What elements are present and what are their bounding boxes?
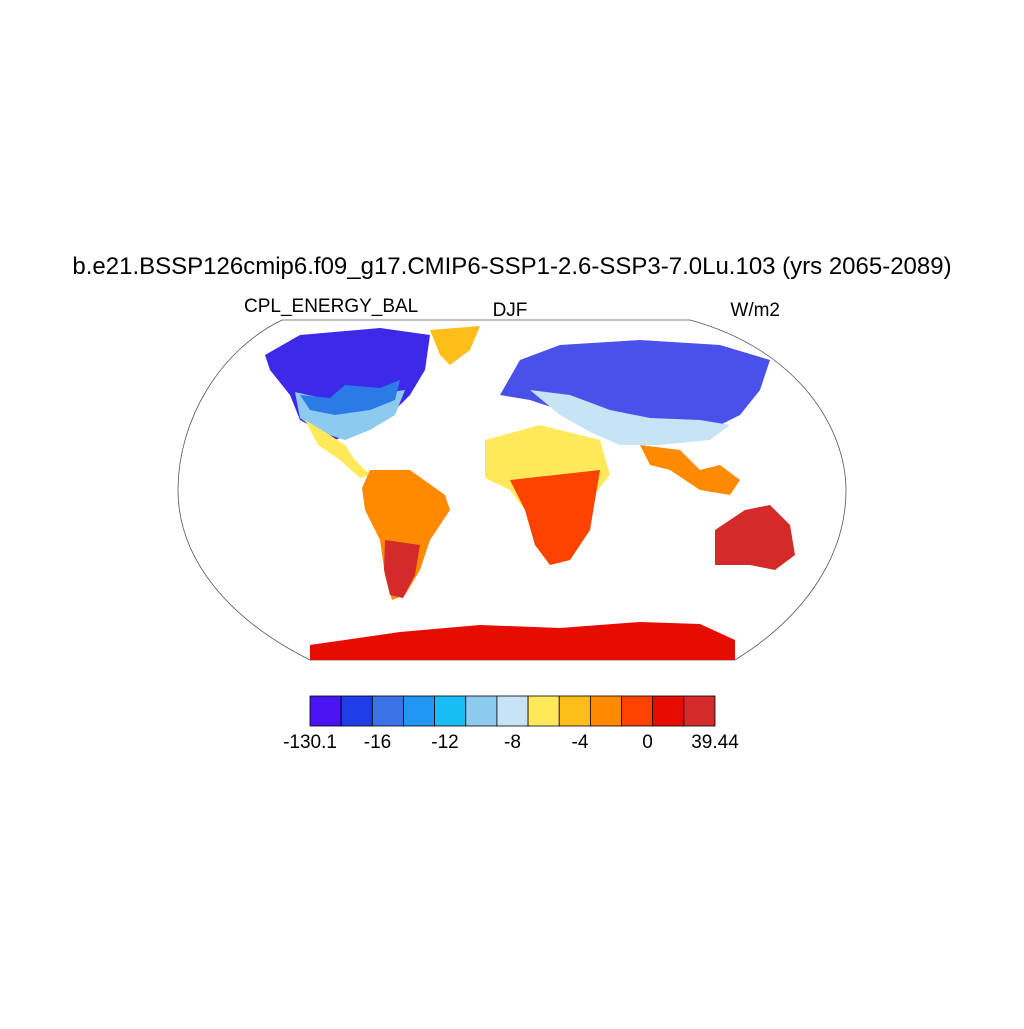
right-string: W/m2	[730, 300, 780, 321]
colorbar-label: -4	[572, 732, 589, 753]
colorbar-label: -8	[504, 732, 521, 753]
colorbar-box	[309, 695, 342, 727]
colorbar-label: -130.1	[283, 732, 337, 753]
colorbar-box	[683, 695, 716, 727]
title: b.e21.BSSP126cmip6.f09_g17.CMIP6-SSP1-2.…	[72, 253, 951, 280]
colorbar-box	[340, 695, 373, 727]
colorbar: -130.1 -16 -12 -8 -4 0 39.44	[283, 695, 739, 753]
colorbar-box	[434, 695, 467, 727]
land	[530, 390, 730, 445]
colorbar-box	[496, 695, 529, 727]
land	[430, 326, 480, 365]
land	[300, 380, 400, 415]
colorbar-box	[371, 695, 404, 727]
land	[310, 622, 735, 660]
colorbar-box	[558, 695, 591, 727]
colorbar-box	[403, 695, 436, 727]
land	[362, 470, 450, 600]
colorbar-box	[652, 695, 685, 727]
colorbar-label: -16	[364, 732, 391, 753]
land	[640, 445, 740, 495]
colorbar-box	[465, 695, 498, 727]
center-string: DJF	[493, 300, 528, 321]
land	[384, 540, 420, 598]
colorbar-label: -12	[431, 732, 458, 753]
colorbar-box	[621, 695, 654, 727]
map	[177, 319, 847, 661]
left-string: CPL_ENERGY_BAL	[244, 296, 418, 317]
land	[510, 470, 600, 565]
land	[715, 505, 795, 570]
colorbar-label: 39.44	[691, 732, 739, 753]
colorbar-label: 0	[642, 732, 653, 753]
land	[305, 420, 370, 478]
land	[500, 340, 770, 445]
colorbar-box	[527, 695, 560, 727]
colorbar-box	[589, 695, 622, 727]
